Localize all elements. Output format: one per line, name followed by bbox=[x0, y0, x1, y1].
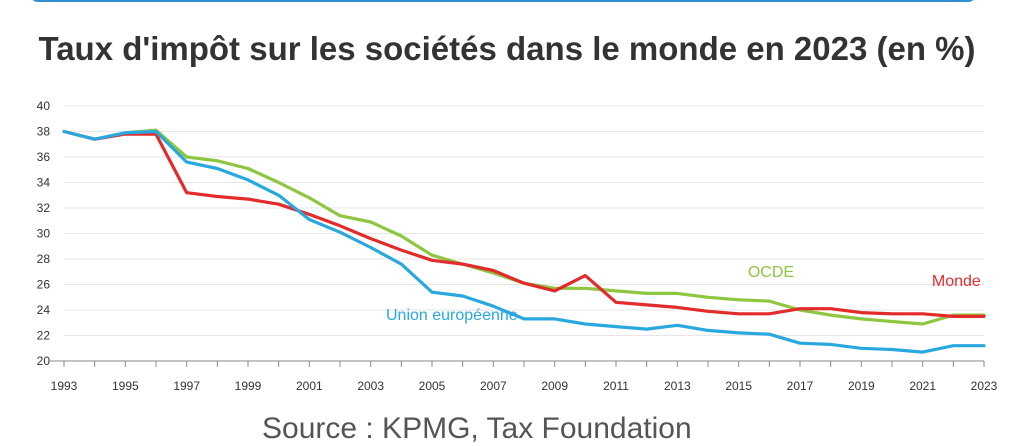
series-line-monde bbox=[62, 129, 986, 318]
series-label-monde: Monde bbox=[932, 273, 981, 290]
y-tick-label: 40 bbox=[37, 99, 51, 113]
x-tick-label: 2023 bbox=[971, 379, 998, 393]
y-tick-label: 28 bbox=[37, 252, 51, 266]
chart-title: Taux d'impôt sur les sociétés dans le mo… bbox=[38, 30, 976, 67]
x-tick-label: 2003 bbox=[357, 379, 384, 393]
x-tick-label: 1995 bbox=[112, 379, 139, 393]
x-tick-label: 2011 bbox=[603, 379, 629, 393]
x-tick-label: 2021 bbox=[909, 379, 936, 393]
y-tick-label: 22 bbox=[37, 329, 51, 343]
x-tick-label: 1993 bbox=[51, 379, 78, 393]
x-tick-label: 2009 bbox=[541, 379, 568, 393]
y-tick-label: 38 bbox=[37, 125, 51, 139]
line-chart: 20 22 24 26 28 30 32 34 36 38 40 1993 1995 1997 1999 20… bbox=[37, 99, 998, 393]
x-tick-label: 1997 bbox=[173, 379, 200, 393]
x-tick-label: 2017 bbox=[787, 379, 814, 393]
x-tick-label: 2001 bbox=[296, 379, 323, 393]
series-line-ocde bbox=[62, 128, 986, 326]
x-tick-label: 1999 bbox=[235, 379, 262, 393]
y-tick-label: 32 bbox=[37, 201, 51, 215]
y-tick-label: 30 bbox=[37, 227, 51, 241]
x-tick-label: 2019 bbox=[848, 379, 875, 393]
y-tick-label: 20 bbox=[37, 354, 51, 368]
y-tick-label: 24 bbox=[37, 303, 51, 317]
x-tick-label: 2013 bbox=[664, 379, 691, 393]
x-tick-label: 2007 bbox=[480, 379, 507, 393]
series-label-union-europeenne: Union européenne bbox=[386, 307, 518, 324]
y-tick-label: 34 bbox=[37, 176, 51, 190]
x-tick-label: 2015 bbox=[725, 379, 752, 393]
series-label-ocde: OCDE bbox=[748, 264, 794, 281]
series-line-union-europeenne bbox=[62, 129, 986, 354]
y-tick-label: 36 bbox=[37, 150, 51, 164]
x-tick-label: 2005 bbox=[419, 379, 446, 393]
source-text: Source : KPMG, Tax Foundation bbox=[262, 412, 692, 445]
y-tick-label: 26 bbox=[37, 278, 51, 292]
